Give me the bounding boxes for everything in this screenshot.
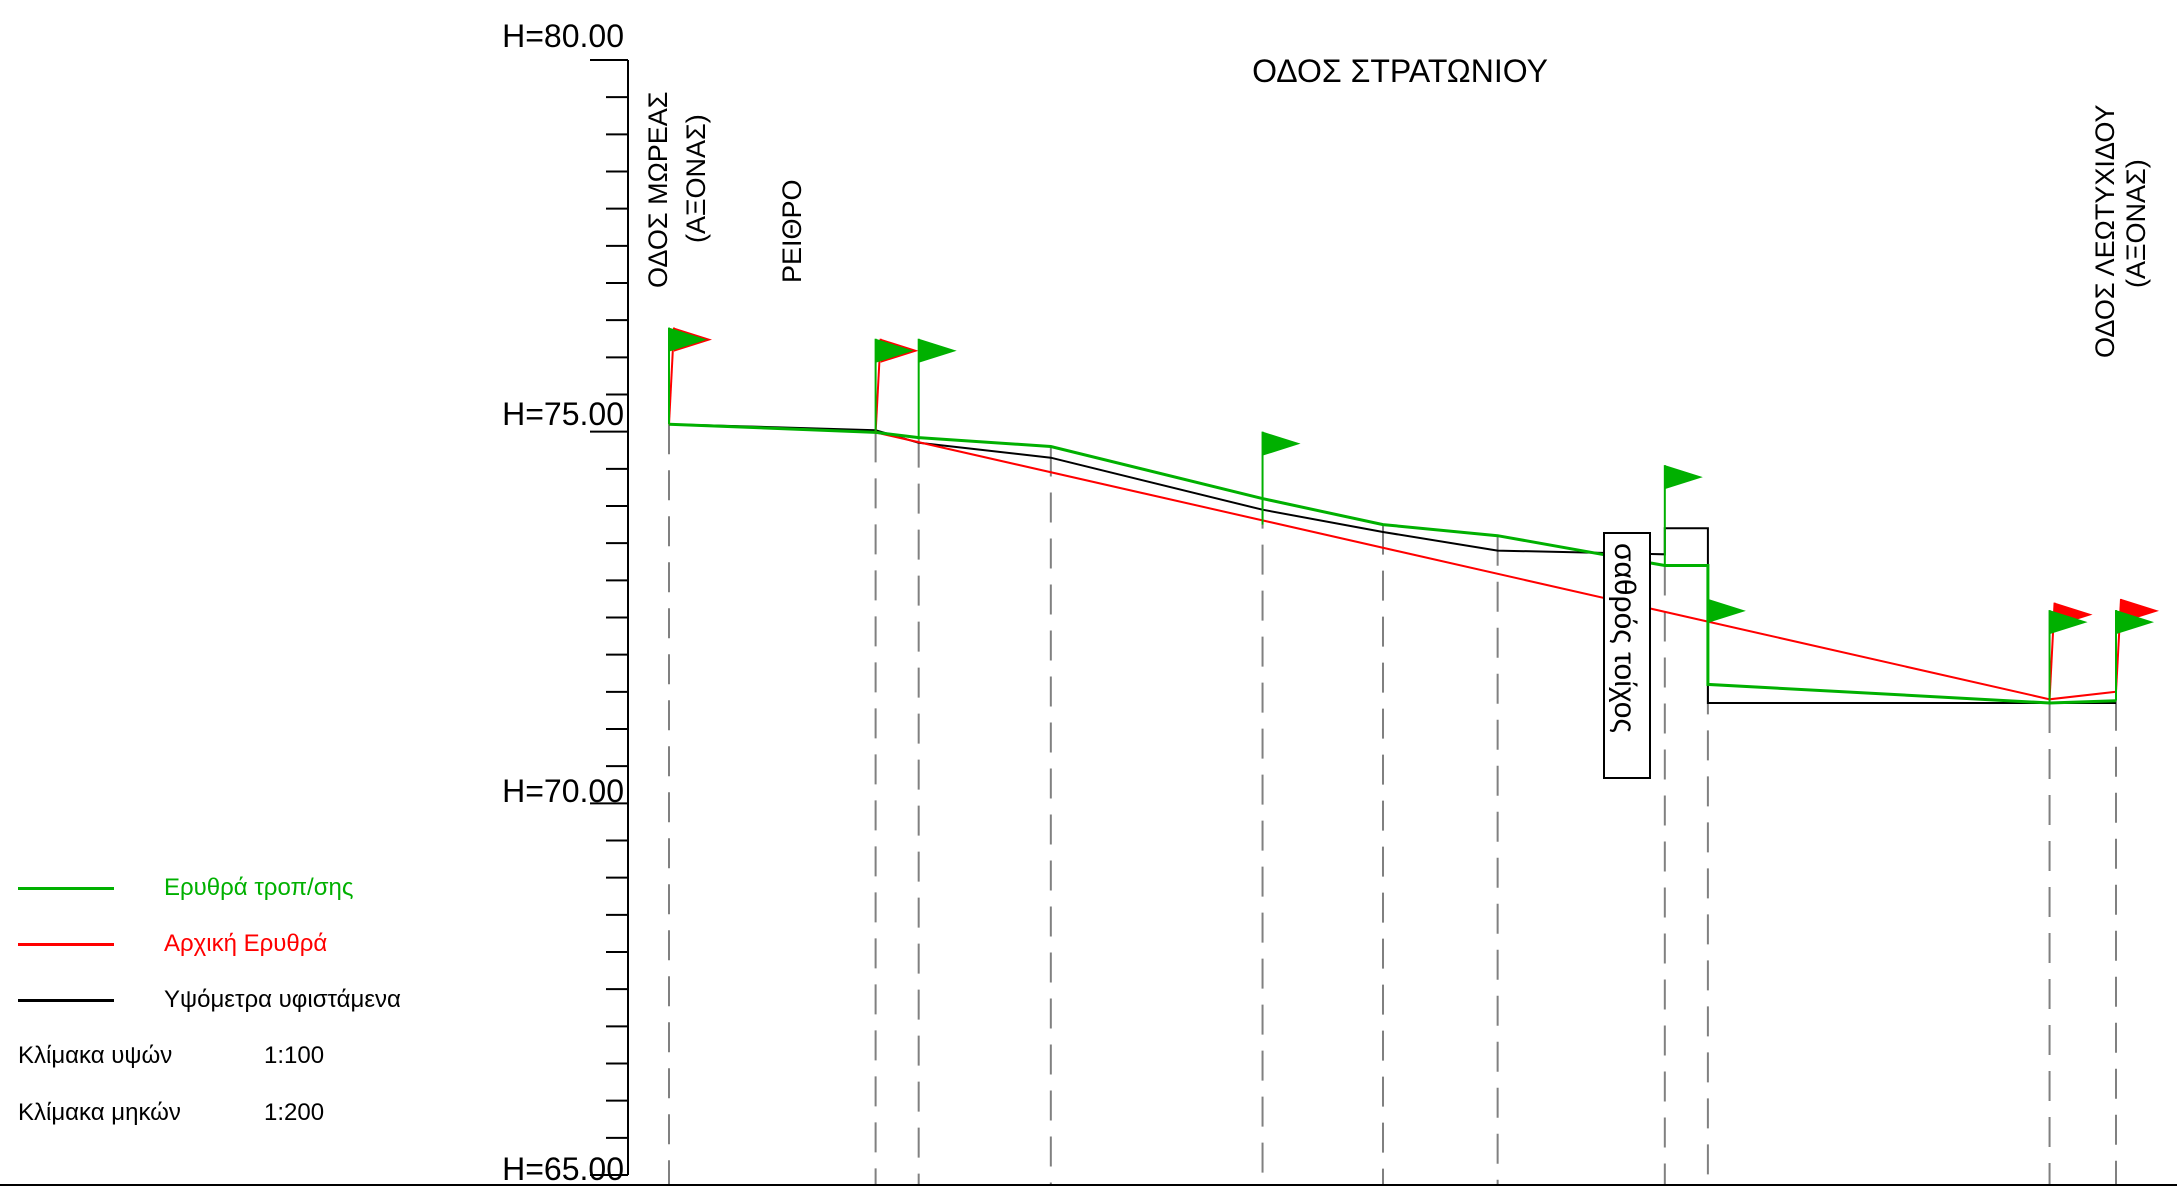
- scale-vertical: Κλίμακα υψών 1:100: [18, 1036, 458, 1093]
- elevation-label-75: H=75.00: [502, 396, 624, 432]
- elevation-label-65: H=65.00: [502, 1151, 624, 1187]
- elevation-label-80: H=80.00: [502, 18, 624, 54]
- green-flag: [918, 338, 957, 363]
- legend-swatch-red: [18, 943, 114, 946]
- station-lines-layer: [668, 424, 2117, 1185]
- scale-label: Κλίμακα υψών: [18, 1042, 173, 1069]
- legend-swatch-black: [18, 999, 114, 1002]
- legend-label: Αρχική Ερυθρά: [164, 930, 328, 957]
- green-flag: [875, 338, 914, 363]
- start-street-label-2: (ΑΞΟΝΑΣ): [681, 114, 711, 243]
- legend-label: Ερυθρά τροπ/σης: [164, 874, 354, 901]
- end-street-label-1: ΟΔΟΣ ΛΕΩΤΥΧΙΔΟΥ: [2090, 105, 2120, 358]
- existing-ground-line: [668, 423, 2116, 704]
- scale-value: 1:200: [264, 1099, 325, 1126]
- legend-label: Υψόμετρα υφιστάμενα: [164, 986, 401, 1013]
- elevation-axis: [0, 59, 2177, 1186]
- legend: Ερυθρά τροπ/σης Αρχική Ερυθρά Υψόμετρα υ…: [18, 868, 458, 1150]
- legend-item-modified: Ερυθρά τροπ/σης: [18, 868, 458, 924]
- green-flag: [1664, 465, 1703, 490]
- wall-label: σαθρός τοίχος: [1608, 543, 1641, 733]
- green-flag: [1707, 598, 1746, 623]
- profile-lines-layer: [668, 422, 2117, 705]
- green-flag: [2049, 610, 2088, 635]
- flags-layer: [668, 327, 2159, 703]
- stream-label: ΡΕΙΘΡΟ: [777, 179, 807, 283]
- green-flag: [1262, 431, 1301, 456]
- legend-item-existing: Υψόμετρα υφιστάμενα: [18, 980, 458, 1036]
- green-flag: [2116, 610, 2154, 635]
- scale-label: Κλίμακα μηκών: [18, 1099, 181, 1126]
- scale-value: 1:100: [264, 1042, 325, 1069]
- original-grade-line: [668, 423, 2117, 701]
- scale-horizontal: Κλίμακα μηκών 1:200: [18, 1093, 458, 1150]
- wall-box: [1603, 532, 1651, 779]
- legend-item-original: Αρχική Ερυθρά: [18, 924, 458, 980]
- elevation-label-70: H=70.00: [502, 773, 624, 809]
- profile-title: ΟΔΟΣ ΣΤΡΑΤΩΝΙΟΥ: [1252, 53, 1548, 89]
- modified-grade-line: [668, 422, 2117, 705]
- green-flag: [669, 327, 707, 352]
- end-street-label-2: (ΑΞΟΝΑΣ): [2121, 159, 2151, 288]
- start-street-label-1: ΟΔΟΣ ΜΩΡΕΑΣ: [643, 92, 673, 289]
- legend-swatch-green: [18, 887, 114, 890]
